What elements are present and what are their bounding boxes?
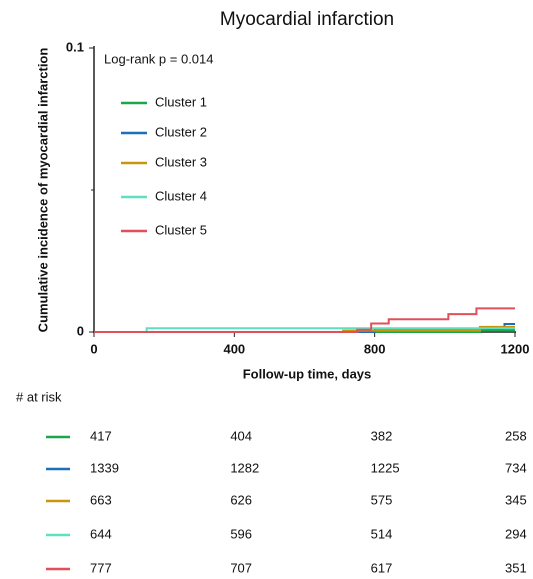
at-risk-count: 663 bbox=[90, 492, 112, 507]
at-risk-count: 417 bbox=[90, 428, 112, 443]
at-risk-count: 1225 bbox=[371, 460, 400, 475]
y-axis-label: Cumulative incidence of myocardial infar… bbox=[35, 48, 50, 333]
x-tick-label: 400 bbox=[223, 341, 245, 356]
x-tick-label: 800 bbox=[364, 341, 386, 356]
x-tick-label: 1200 bbox=[501, 341, 530, 356]
y-tick-label: 0 bbox=[77, 323, 84, 338]
at-risk-count: 1282 bbox=[230, 460, 259, 475]
at-risk-count: 351 bbox=[505, 560, 527, 575]
at-risk-count: 644 bbox=[90, 526, 112, 541]
at-risk-count: 345 bbox=[505, 492, 527, 507]
at-risk-count: 514 bbox=[371, 526, 393, 541]
at-risk-count: 1339 bbox=[90, 460, 119, 475]
y-tick-label: 0.1 bbox=[66, 39, 84, 54]
at-risk-count: 404 bbox=[230, 428, 252, 443]
at-risk-count: 575 bbox=[371, 492, 393, 507]
legend-label: Cluster 2 bbox=[155, 124, 207, 139]
x-axis-label: Follow-up time, days bbox=[243, 366, 372, 381]
chart-title: Myocardial infarction bbox=[220, 9, 394, 30]
at-risk-count: 258 bbox=[505, 428, 527, 443]
at-risk-count: 777 bbox=[90, 560, 112, 575]
legend-label: Cluster 5 bbox=[155, 222, 207, 237]
step-line bbox=[94, 307, 515, 333]
legend-label: Cluster 3 bbox=[155, 154, 207, 169]
legend-label: Cluster 1 bbox=[155, 94, 207, 109]
at-risk-count: 596 bbox=[230, 526, 252, 541]
at-risk-count: 617 bbox=[371, 560, 393, 575]
at-risk-count: 294 bbox=[505, 526, 527, 541]
at-risk-count: 734 bbox=[505, 460, 527, 475]
legend-label: Cluster 4 bbox=[155, 188, 207, 203]
at-risk-count: 707 bbox=[230, 560, 252, 575]
x-tick-label: 0 bbox=[90, 341, 97, 356]
at-risk-label: # at risk bbox=[16, 389, 62, 404]
annotation: Log-rank p = 0.014 bbox=[104, 51, 214, 66]
at-risk-count: 626 bbox=[230, 492, 252, 507]
at-risk-count: 382 bbox=[371, 428, 393, 443]
